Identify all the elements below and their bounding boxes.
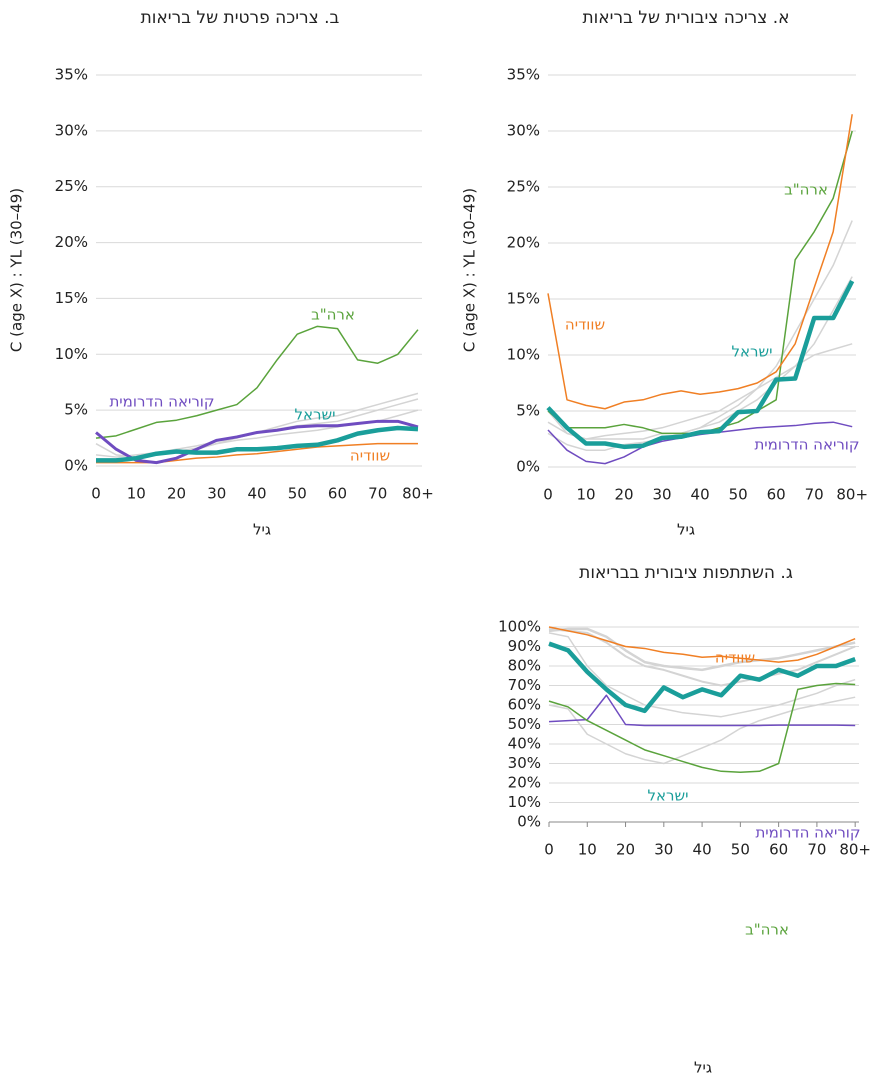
x-tick-label: 20 bbox=[167, 485, 186, 503]
x-tick-label: 0 bbox=[544, 841, 554, 859]
x-tick-label: 50 bbox=[729, 486, 748, 504]
x-tick-label: 20 bbox=[615, 486, 634, 504]
series-label: ישראל bbox=[647, 787, 688, 805]
y-tick-label: 10% bbox=[508, 793, 541, 811]
y-tick-label: 50% bbox=[508, 715, 541, 733]
series-line bbox=[548, 641, 856, 714]
series-label: שוודיה bbox=[715, 649, 755, 667]
y-tick-label: 70% bbox=[508, 676, 541, 694]
y-tick-label: 25% bbox=[55, 177, 88, 195]
series-line bbox=[96, 425, 419, 463]
y-tick-label: 10% bbox=[507, 346, 540, 364]
series-line bbox=[548, 696, 856, 765]
x-tick-label: 20 bbox=[616, 841, 635, 859]
series-line bbox=[546, 280, 855, 450]
series-label: ארה"ב bbox=[745, 921, 789, 939]
series-line bbox=[547, 114, 853, 410]
series-line bbox=[548, 694, 856, 727]
x-tick-label: 30 bbox=[654, 841, 673, 859]
y-tick-label: 0% bbox=[64, 457, 88, 475]
y-tick-label: 20% bbox=[508, 774, 541, 792]
y-tick-label: 90% bbox=[508, 637, 541, 655]
y-tick-label: 5% bbox=[516, 402, 540, 420]
x-tick-label: 60 bbox=[767, 486, 786, 504]
y-tick-label: 60% bbox=[508, 696, 541, 714]
series-line bbox=[548, 682, 856, 774]
y-tick-label: 20% bbox=[55, 233, 88, 251]
series-label: קוריאה הדרומית bbox=[109, 393, 214, 411]
series-line bbox=[548, 626, 856, 663]
x-tick-label: 80+ bbox=[839, 841, 871, 859]
series-label: ישראל bbox=[731, 343, 772, 361]
y-tick-label: 30% bbox=[508, 754, 541, 772]
y-tick-label: 5% bbox=[64, 401, 88, 419]
series-label: שוודיה bbox=[350, 447, 390, 465]
chart-title: ג. השתתפות ציבורית בבריאות bbox=[579, 563, 793, 583]
series-line bbox=[548, 632, 856, 718]
y-tick-label: 20% bbox=[507, 234, 540, 252]
y-tick-label: 100% bbox=[498, 618, 541, 636]
x-tick-label: 40 bbox=[247, 485, 266, 503]
x-tick-label: 80+ bbox=[836, 486, 868, 504]
y-tick-label: 40% bbox=[508, 735, 541, 753]
chart-title: א. צריכה ציבורית של בריאות bbox=[583, 8, 790, 28]
series-label: שוודיה bbox=[565, 316, 605, 334]
x-axis-label: גיל bbox=[677, 521, 695, 539]
x-tick-label: 10 bbox=[127, 485, 146, 503]
x-tick-label: 10 bbox=[576, 486, 595, 504]
y-tick-label: 30% bbox=[55, 121, 88, 139]
series-label: ישראל bbox=[294, 406, 335, 424]
x-tick-label: 30 bbox=[207, 485, 226, 503]
y-tick-label: 15% bbox=[507, 290, 540, 308]
y-tick-label: 35% bbox=[55, 66, 88, 84]
series-line bbox=[95, 325, 419, 439]
x-tick-label: 70 bbox=[805, 486, 824, 504]
y-tick-label: 0% bbox=[516, 458, 540, 476]
x-tick-label: 70 bbox=[368, 485, 387, 503]
x-axis-label: גיל bbox=[694, 1059, 712, 1077]
x-tick-label: 30 bbox=[653, 486, 672, 504]
x-axis-label: גיל bbox=[253, 521, 271, 539]
y-tick-label: 15% bbox=[55, 289, 88, 307]
x-tick-label: 60 bbox=[328, 485, 347, 503]
y-axis-label: C (age X) : YL (30–49) bbox=[461, 188, 479, 352]
x-tick-label: 50 bbox=[288, 485, 307, 503]
y-tick-label: 35% bbox=[507, 66, 540, 84]
chart-title: ב. צריכה פרטית של בריאות bbox=[141, 8, 340, 28]
x-tick-label: 40 bbox=[691, 486, 710, 504]
x-tick-label: 80+ bbox=[402, 485, 434, 503]
x-tick-label: 50 bbox=[731, 841, 750, 859]
y-tick-label: 25% bbox=[507, 178, 540, 196]
series-label: קוריאה הדרומית bbox=[754, 436, 859, 454]
series-line bbox=[547, 130, 853, 435]
x-tick-label: 0 bbox=[91, 485, 101, 503]
y-tick-label: 10% bbox=[55, 345, 88, 363]
series-line bbox=[95, 419, 419, 465]
series-label: ארה"ב bbox=[311, 306, 355, 324]
x-tick-label: 0 bbox=[543, 486, 553, 504]
x-tick-label: 10 bbox=[578, 841, 597, 859]
y-tick-label: 80% bbox=[508, 657, 541, 675]
y-axis-label: C (age X) : YL (30–49) bbox=[8, 188, 26, 352]
y-tick-label: 30% bbox=[507, 122, 540, 140]
x-tick-label: 60 bbox=[769, 841, 788, 859]
series-line bbox=[548, 627, 856, 672]
x-tick-label: 40 bbox=[693, 841, 712, 859]
series-label: קוריאה הדרומית bbox=[755, 824, 860, 842]
x-tick-label: 70 bbox=[807, 841, 826, 859]
y-tick-label: 0% bbox=[517, 813, 541, 831]
series-label: ארה"ב bbox=[784, 181, 828, 199]
